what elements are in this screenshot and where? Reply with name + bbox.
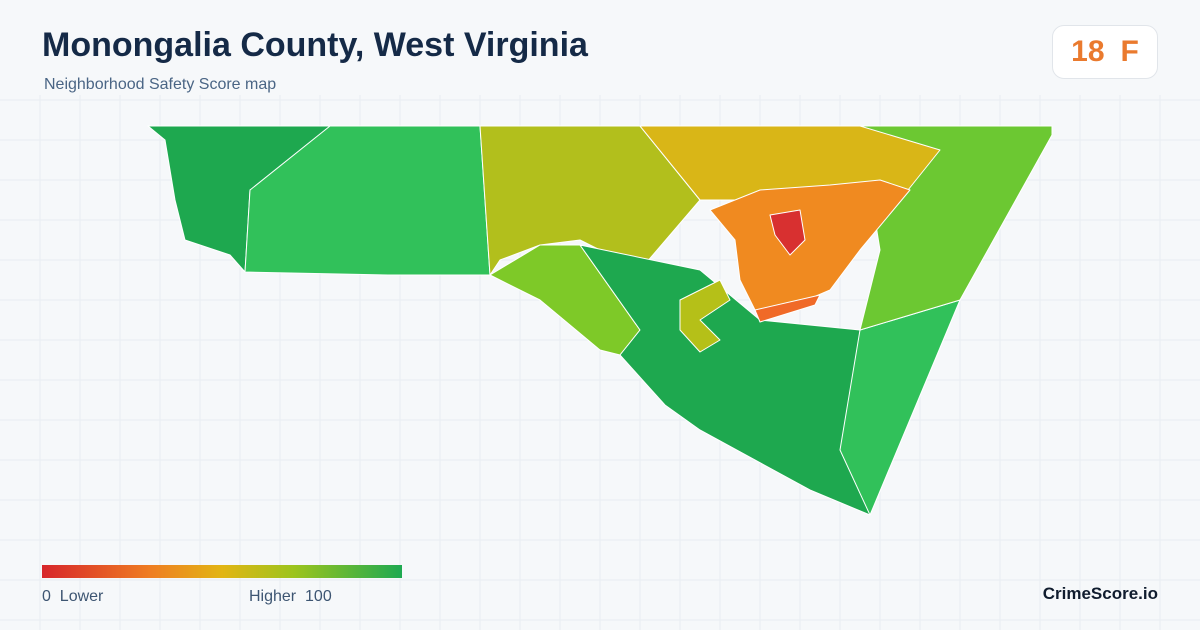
region bbox=[679, 279, 731, 353]
region bbox=[709, 179, 911, 321]
legend-max-value: 100 bbox=[305, 588, 332, 605]
score-badge: 18 F bbox=[1052, 25, 1158, 79]
subtitle: Neighborhood Safety Score map bbox=[44, 76, 277, 93]
brand: CrimeScore.io bbox=[1042, 584, 1158, 603]
region bbox=[769, 209, 806, 256]
legend-min: 0 Lower bbox=[42, 588, 103, 606]
legend-min-value: 0 bbox=[42, 588, 51, 605]
title: Monongalia County, West Virginia bbox=[42, 26, 588, 64]
region bbox=[754, 294, 821, 323]
legend-max-label: Higher bbox=[249, 588, 297, 605]
score: 18 bbox=[1071, 35, 1105, 68]
legend-min-label: Lower bbox=[59, 588, 104, 605]
grade: F bbox=[1120, 35, 1139, 68]
legend-max: Higher 100 bbox=[249, 588, 332, 606]
neighborhoods bbox=[147, 125, 1053, 516]
legend-gradient bbox=[42, 565, 402, 578]
